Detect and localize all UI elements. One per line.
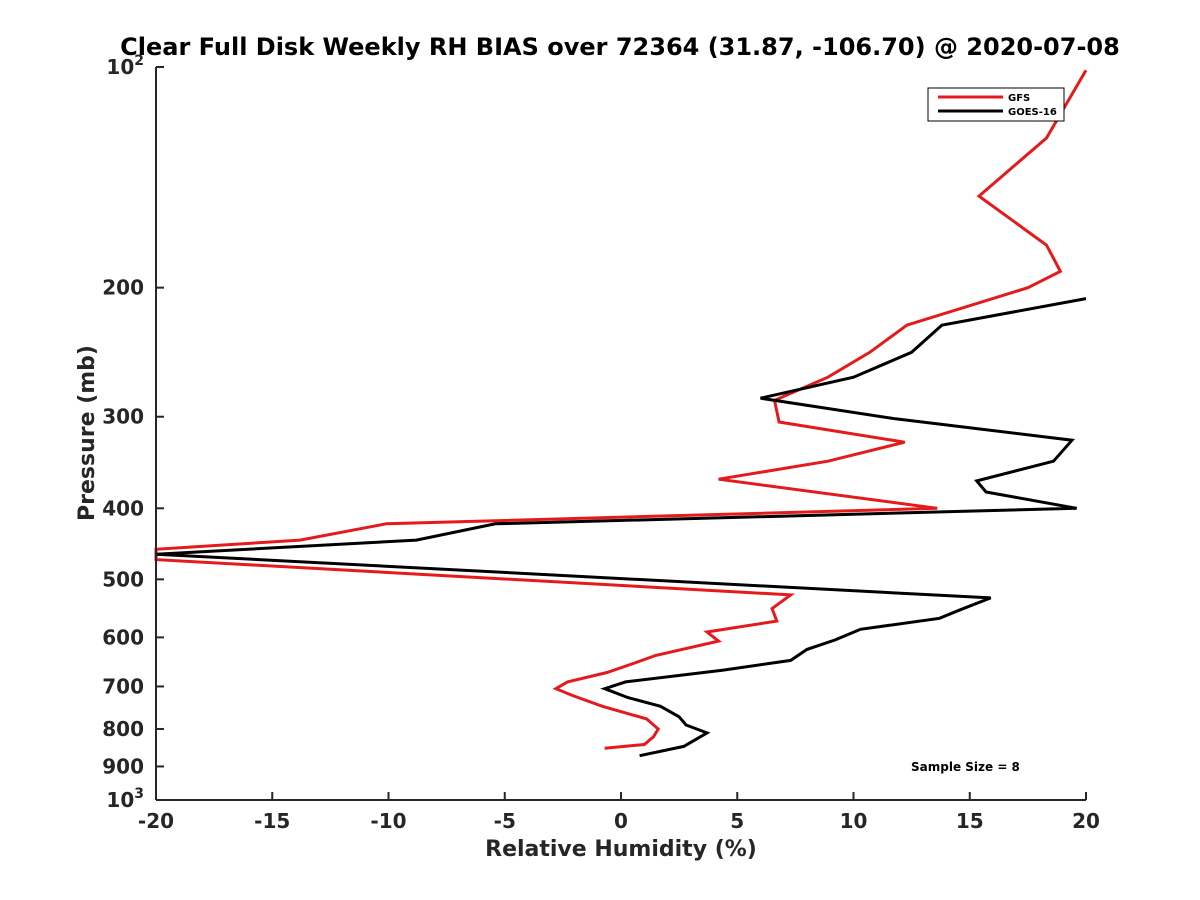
y-tick-label: 102 [106,53,144,79]
y-ticks: 102 200 300 400 500 600 700 800 900 103 [102,53,164,812]
chart-title: Clear Full Disk Weekly RH BIAS over 7236… [120,33,1120,61]
x-tick-label: -5 [494,809,516,833]
legend: GFS GOES-16 [927,87,1065,122]
x-tick-label: 10 [840,809,868,833]
legend-box [927,87,1065,122]
x-tick-label: -10 [370,809,406,833]
x-tick-label: 20 [1072,809,1100,833]
y-tick-label: 300 [102,405,144,429]
x-axis-label: Relative Humidity (%) [485,837,757,862]
y-tick-label: 900 [102,754,144,778]
plot-area: -20 -15 -10 -5 0 5 10 15 20 102 200 300 400 500 600 70… [102,53,1100,833]
x-tick-label: 5 [730,809,744,833]
y-tick-label: 600 [102,625,144,649]
y-axis-label: Pressure (mb) [75,345,100,521]
y-tick-label: 200 [102,276,144,300]
legend-label-goes16: GOES-16 [1008,107,1057,118]
y-tick-label: 800 [102,717,144,741]
y-tick-label: 700 [102,674,144,698]
y-tick-label: 103 [106,786,144,812]
x-tick-label: -20 [138,809,174,833]
y-tick-label: 400 [102,496,144,520]
plot-background [156,67,1086,800]
x-ticks: -20 -15 -10 -5 0 5 10 15 20 [138,792,1100,833]
x-tick-label: -15 [254,809,290,833]
sample-size-note: Sample Size = 8 [911,760,1020,774]
y-tick-label: 500 [102,567,144,591]
x-tick-label: 0 [614,809,628,833]
x-tick-label: 15 [956,809,984,833]
series-line-goes16 [155,297,1087,758]
legend-label-gfs: GFS [1008,93,1030,104]
